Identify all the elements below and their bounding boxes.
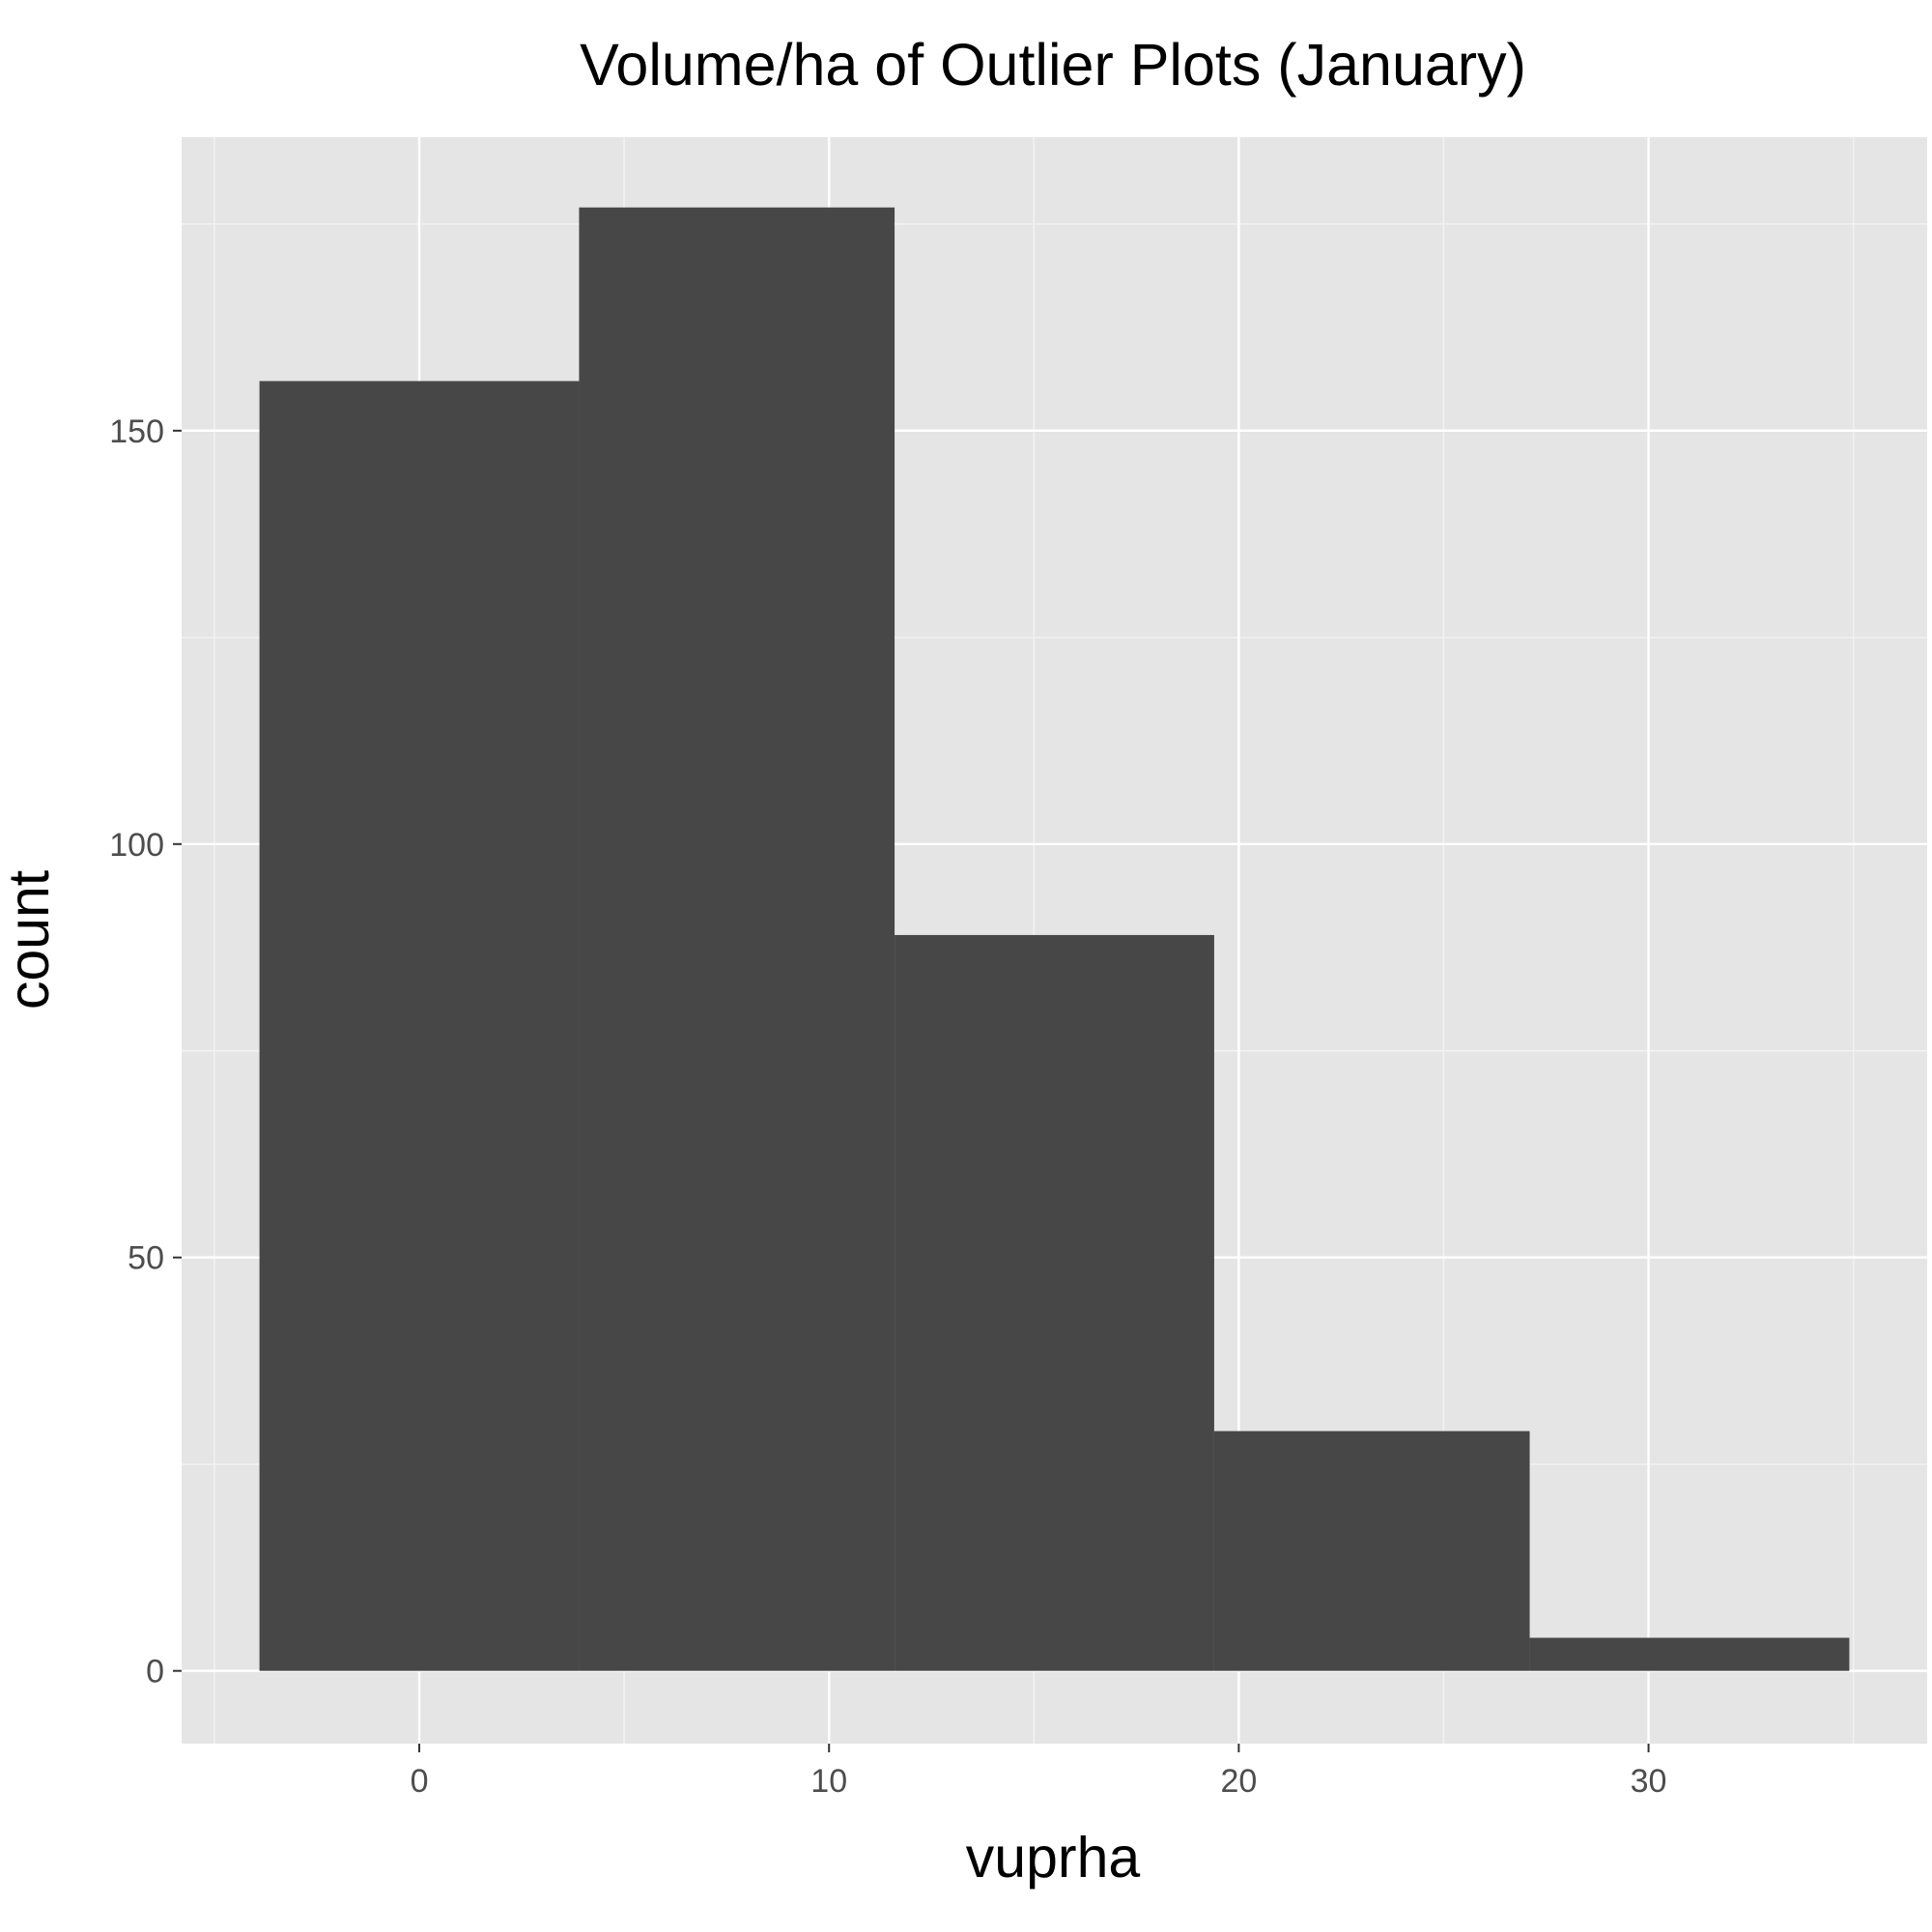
histogram-bar — [1529, 1637, 1850, 1671]
histogram-bar — [259, 381, 580, 1671]
chart-title: Volume/ha of Outlier Plots (January) — [580, 32, 1526, 98]
y-tick-label: 0 — [146, 1654, 164, 1690]
histogram-bar — [895, 934, 1214, 1671]
y-axis-ticks: 0 50 100 150 — [109, 413, 182, 1690]
y-tick-label: 100 — [109, 827, 164, 864]
x-axis-title: vuprha — [966, 1826, 1141, 1889]
x-tick-label: 0 — [411, 1763, 429, 1800]
histogram-bar — [579, 207, 895, 1671]
histogram-bar — [1213, 1431, 1530, 1671]
histogram-bars — [259, 207, 1850, 1671]
x-tick-label: 20 — [1220, 1763, 1257, 1800]
y-axis-title: count — [0, 870, 61, 1009]
x-axis-ticks: 0 10 20 30 — [411, 1744, 1667, 1800]
y-tick-label: 150 — [109, 413, 164, 450]
y-tick-label: 50 — [128, 1240, 164, 1277]
x-tick-label: 30 — [1631, 1763, 1667, 1800]
x-tick-label: 10 — [810, 1763, 847, 1800]
